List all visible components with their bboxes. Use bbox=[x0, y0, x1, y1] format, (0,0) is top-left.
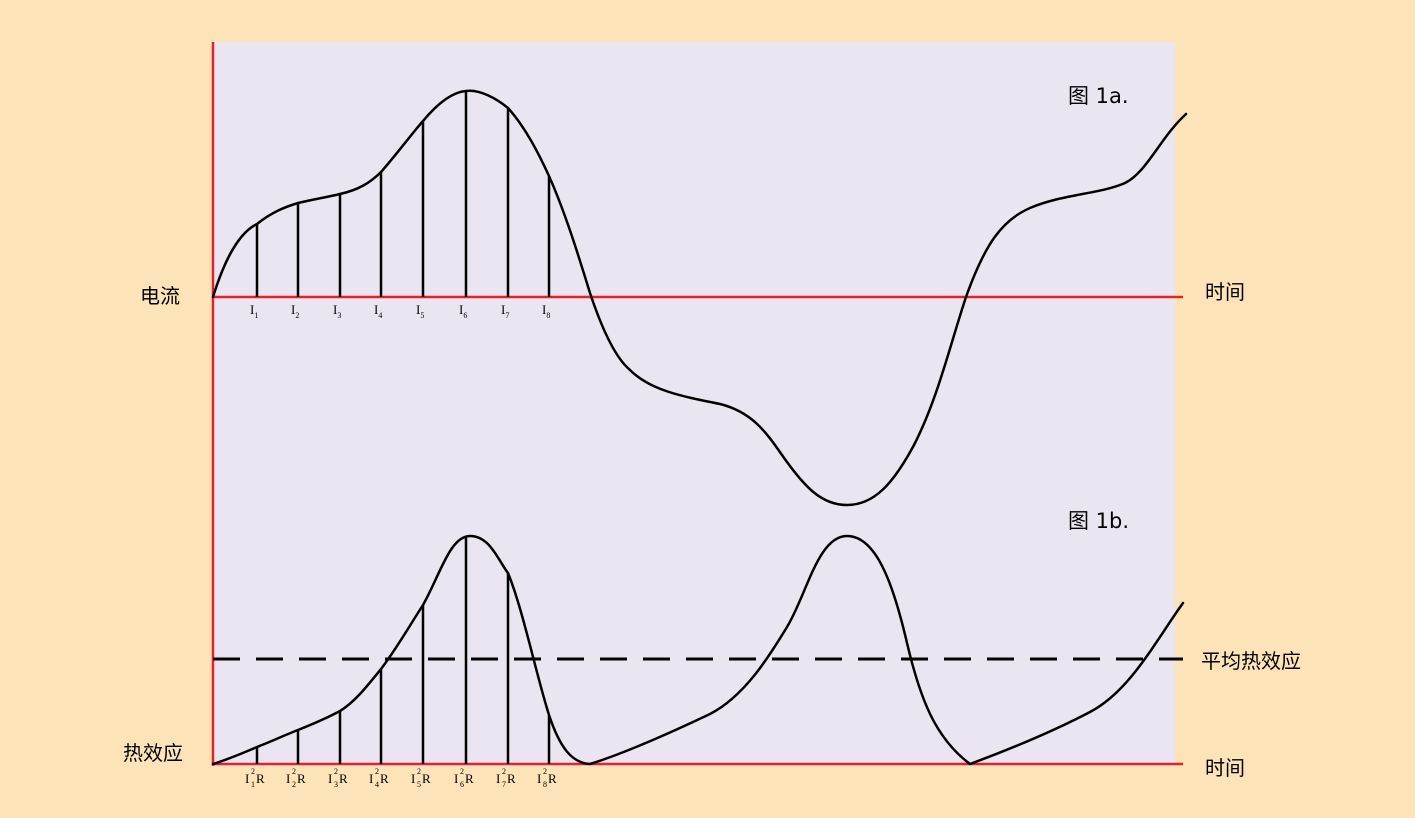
svg-text:I: I bbox=[496, 771, 500, 786]
svg-text:8: 8 bbox=[543, 780, 547, 789]
svg-text:2: 2 bbox=[460, 767, 464, 776]
svg-text:R: R bbox=[507, 771, 516, 786]
svg-text:R: R bbox=[297, 771, 306, 786]
heating-axis-label: 热效应 bbox=[123, 741, 183, 765]
svg-text:2: 2 bbox=[292, 780, 296, 789]
svg-text:R: R bbox=[465, 771, 474, 786]
sample-label-i2-squared-r: I 2 2 R bbox=[286, 767, 306, 789]
svg-text:2: 2 bbox=[251, 767, 255, 776]
svg-text:I: I bbox=[286, 771, 290, 786]
svg-text:I: I bbox=[245, 771, 249, 786]
sample-label-i5: I5 bbox=[416, 302, 424, 320]
svg-text:6: 6 bbox=[460, 780, 464, 789]
svg-text:4: 4 bbox=[375, 780, 379, 789]
svg-text:3: 3 bbox=[334, 780, 338, 789]
sample-label-i1: I1 bbox=[250, 302, 258, 320]
svg-text:I: I bbox=[411, 771, 415, 786]
svg-text:R: R bbox=[380, 771, 389, 786]
panel-b-label: 图 1b. bbox=[1068, 509, 1129, 533]
panel-a-sample-lines bbox=[255, 91, 551, 297]
plot-area bbox=[213, 42, 1175, 766]
svg-text:R: R bbox=[422, 771, 431, 786]
sample-label-i4-squared-r: I 2 4 R bbox=[369, 767, 389, 789]
svg-text:2: 2 bbox=[543, 767, 547, 776]
svg-text:R: R bbox=[339, 771, 348, 786]
svg-text:2: 2 bbox=[417, 767, 421, 776]
panel-b-time-label: 时间 bbox=[1205, 756, 1245, 780]
svg-text:5: 5 bbox=[417, 780, 421, 789]
sample-label-i7-squared-r: I 2 7 R bbox=[496, 767, 516, 789]
current-curve bbox=[211, 89, 1188, 507]
sample-label-i2: I2 bbox=[291, 302, 299, 320]
heating-curve bbox=[211, 534, 1185, 766]
panel-a-time-label: 时间 bbox=[1205, 280, 1245, 304]
sample-label-i6: I6 bbox=[459, 302, 467, 320]
svg-text:7: 7 bbox=[502, 780, 506, 789]
sample-label-i3: I3 bbox=[333, 302, 341, 320]
panel-b-sample-lines bbox=[255, 537, 551, 764]
sample-label-i6-squared-r: I 2 6 R bbox=[454, 767, 474, 789]
svg-text:2: 2 bbox=[502, 767, 506, 776]
svg-text:R: R bbox=[548, 771, 557, 786]
average-heating-label: 平均热效应 bbox=[1201, 649, 1301, 673]
panel-a-label: 图 1a. bbox=[1068, 84, 1129, 108]
svg-text:1: 1 bbox=[251, 780, 255, 789]
svg-text:2: 2 bbox=[334, 767, 338, 776]
sample-label-i7: I7 bbox=[501, 302, 509, 320]
sample-label-i8: I8 bbox=[542, 302, 550, 320]
sample-label-i3-squared-r: I 2 3 R bbox=[328, 767, 348, 789]
svg-text:I: I bbox=[369, 771, 373, 786]
svg-text:2: 2 bbox=[292, 767, 296, 776]
svg-text:R: R bbox=[256, 771, 265, 786]
svg-text:I: I bbox=[328, 771, 332, 786]
current-axis-label: 电流 bbox=[140, 284, 180, 308]
sample-label-i1-squared-r: I 2 1 R bbox=[245, 767, 265, 789]
sample-label-i5-squared-r: I 2 5 R bbox=[411, 767, 431, 789]
svg-text:I: I bbox=[537, 771, 541, 786]
sample-label-i8-squared-r: I 2 8 R bbox=[537, 767, 557, 789]
sample-label-i4: I4 bbox=[374, 302, 382, 320]
svg-text:2: 2 bbox=[375, 767, 379, 776]
panel-b-sample-labels: I 2 1 R I 2 2 R I 2 3 R I 2 4 R I 2 5 R bbox=[245, 767, 557, 789]
panel-a-sample-labels: I1 I2 I3 I4 I5 I6 I7 I8 bbox=[250, 302, 550, 320]
svg-text:I: I bbox=[454, 771, 458, 786]
